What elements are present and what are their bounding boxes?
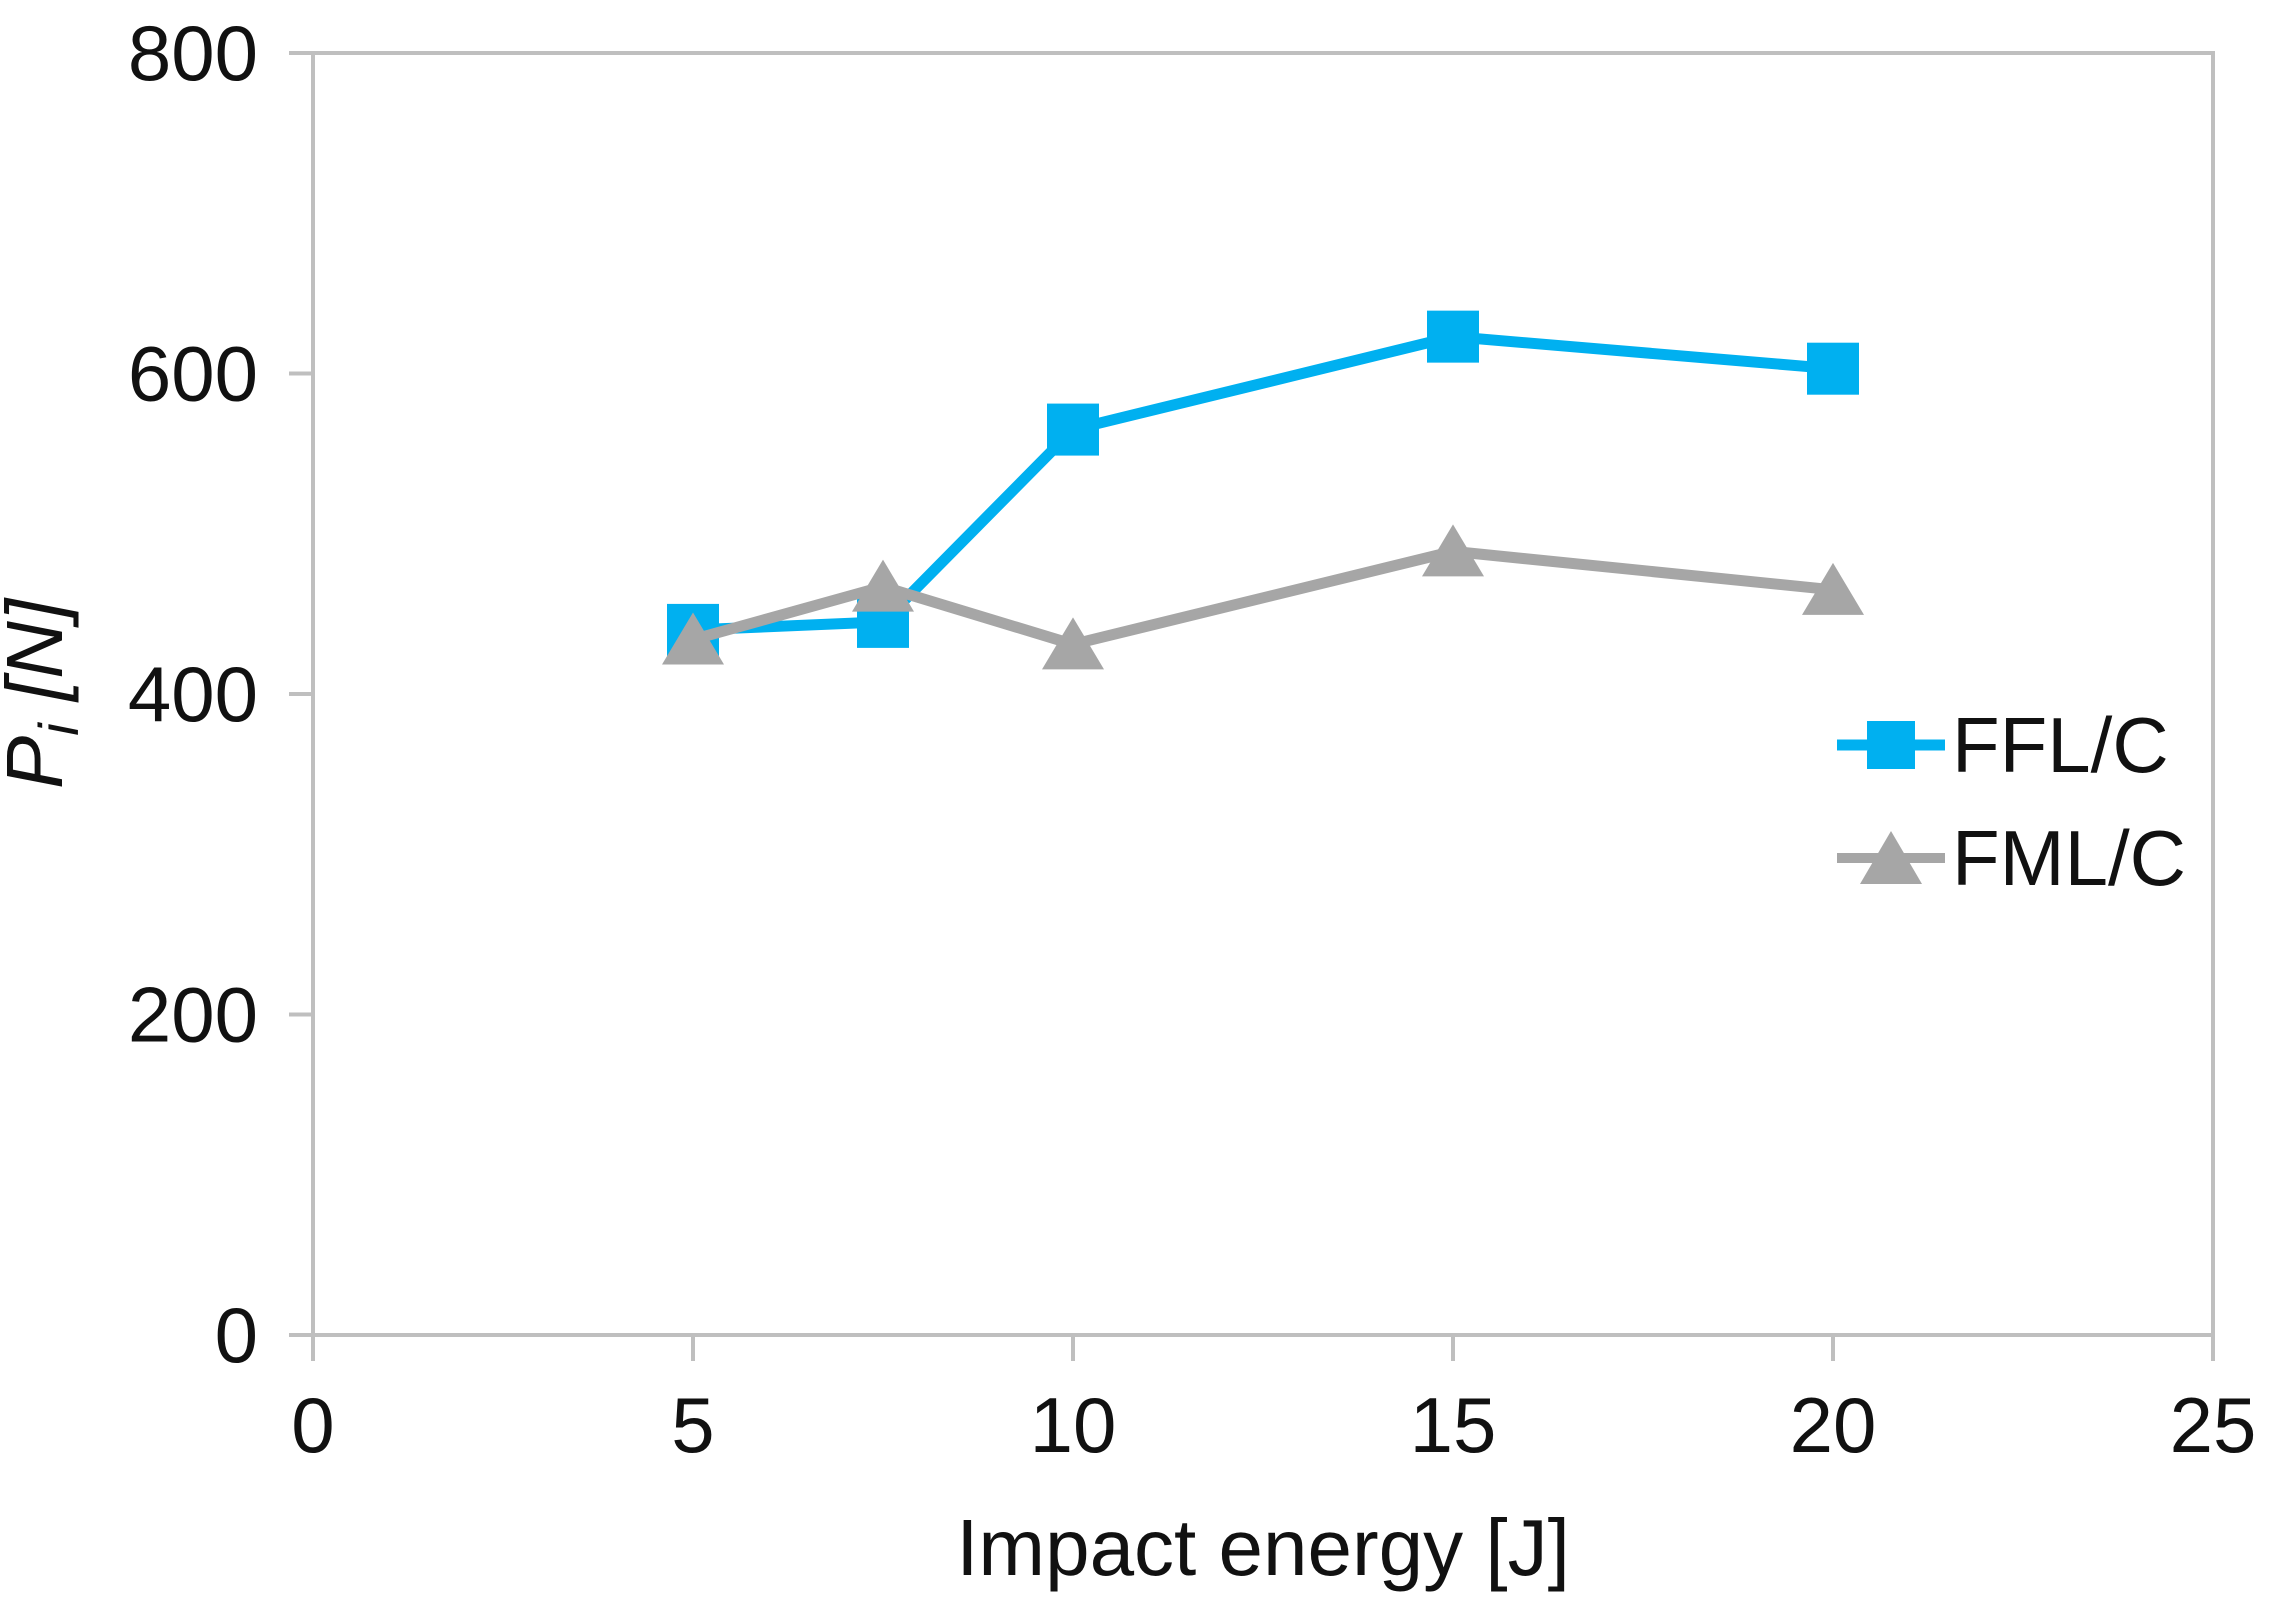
y-tick-label: 600 — [128, 330, 258, 418]
marker-triangle-fml-c — [662, 612, 724, 665]
marker-triangle-fml-c — [1802, 562, 1864, 615]
legend-entry-fmlc: FML/C — [1837, 814, 2186, 902]
y-axis-title: Pi [N] — [0, 597, 90, 789]
x-axis-title: Impact energy [J] — [956, 1503, 1570, 1592]
axis-ticks: 0 5 10 15 20 25 0 200 400 600 800 — [128, 9, 2257, 1469]
marker-square-ffl-c — [1427, 310, 1479, 363]
plot-border — [311, 51, 2215, 1337]
series-line-ffl-c — [692, 331, 1834, 636]
legend: FFL/C FML/C — [1837, 701, 2186, 902]
marker-square-ffl-c — [1807, 342, 1859, 395]
marker-triangle-fml-c — [1042, 617, 1104, 670]
x-tick-label: 10 — [1030, 1381, 1117, 1469]
marker-triangle-fml-c — [852, 559, 914, 612]
y-tick-label: 400 — [128, 650, 258, 738]
x-tick-label: 20 — [1790, 1381, 1877, 1469]
marker-triangle-fml-c — [1422, 524, 1484, 577]
legend-entry-fflc: FFL/C — [1837, 701, 2169, 789]
y-tick-label: 0 — [215, 1291, 258, 1379]
y-tick-label: 800 — [128, 9, 258, 97]
y-axis-title-main: P — [0, 736, 79, 789]
x-tick-label: 25 — [2170, 1381, 2257, 1469]
x-tick-label: 5 — [671, 1381, 714, 1469]
legend-triangle-marker — [1860, 831, 1922, 884]
legend-square-marker — [1867, 721, 1915, 769]
series-layer — [662, 310, 1864, 670]
marker-square-ffl-c — [1047, 403, 1099, 456]
y-tick-label: 200 — [128, 971, 258, 1059]
y-axis-title-sub: i — [27, 722, 90, 736]
x-tick-label: 15 — [1410, 1381, 1497, 1469]
legend-label-fmlc: FML/C — [1952, 814, 2186, 902]
x-tick-label: 0 — [291, 1381, 334, 1469]
legend-label-fflc: FFL/C — [1952, 701, 2169, 789]
y-axis-title-unit: [N] — [0, 597, 79, 723]
